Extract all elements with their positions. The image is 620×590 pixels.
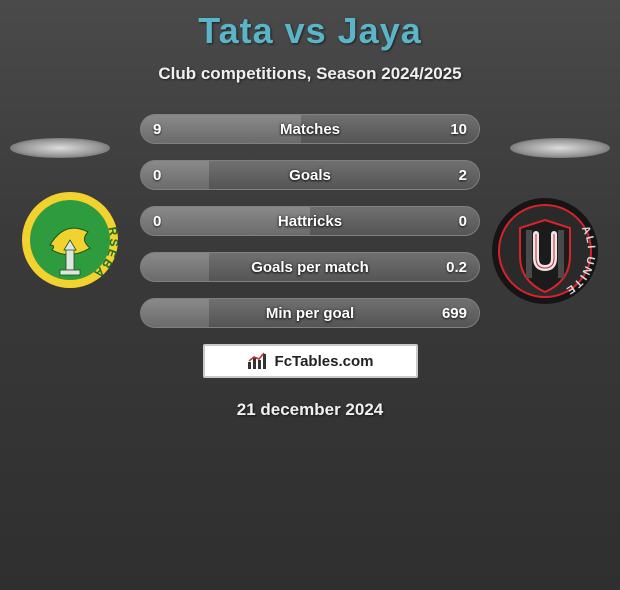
stat-label: Matches xyxy=(141,115,479,144)
page-title: Tata vs Jaya xyxy=(0,10,620,52)
stat-value-right: 10 xyxy=(450,115,467,144)
stat-value-right: 0 xyxy=(459,207,467,236)
stat-value-right: 2 xyxy=(459,161,467,190)
brand-text: FcTables.com xyxy=(275,353,374,370)
bar-chart-icon xyxy=(247,352,269,370)
stat-value-right: 0.2 xyxy=(446,253,467,282)
stat-row: Min per goal699 xyxy=(140,298,480,328)
stat-row: Goals per match0.2 xyxy=(140,252,480,282)
stat-value-right: 699 xyxy=(442,299,467,328)
stat-label: Hattricks xyxy=(141,207,479,236)
date-text: 21 december 2024 xyxy=(0,400,620,420)
subtitle: Club competitions, Season 2024/2025 xyxy=(0,64,620,84)
stat-row: 0Hattricks0 xyxy=(140,206,480,236)
stat-row: 9Matches10 xyxy=(140,114,480,144)
stat-bars: 9Matches100Goals20Hattricks0Goals per ma… xyxy=(140,114,480,328)
stat-label: Goals per match xyxy=(141,253,479,282)
stats-container: 9Matches100Goals20Hattricks0Goals per ma… xyxy=(0,114,620,420)
stat-row: 0Goals2 xyxy=(140,160,480,190)
stat-label: Min per goal xyxy=(141,299,479,328)
stat-label: Goals xyxy=(141,161,479,190)
brand-box: FcTables.com xyxy=(203,344,418,378)
